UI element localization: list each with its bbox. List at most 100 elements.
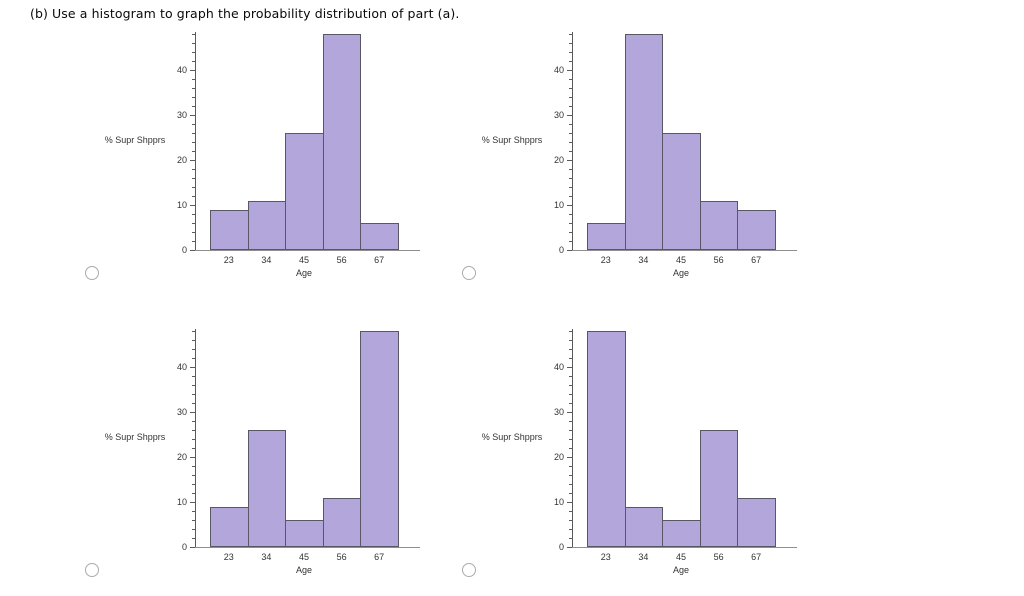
y-minor-tick xyxy=(569,96,572,98)
x-axis-label: Age xyxy=(295,268,312,278)
bar xyxy=(322,34,362,250)
y-minor-tick xyxy=(569,447,572,449)
y-minor-tick xyxy=(192,393,195,395)
y-tick xyxy=(190,114,195,116)
bar xyxy=(360,223,399,250)
y-minor-tick xyxy=(569,132,572,134)
bar xyxy=(285,520,324,547)
y-tick-label: 20 xyxy=(553,155,564,165)
bar xyxy=(587,331,626,547)
y-minor-tick xyxy=(192,132,195,134)
y-minor-tick xyxy=(569,519,572,521)
y-tick-label: 0 xyxy=(558,245,564,255)
y-minor-tick xyxy=(569,186,572,188)
y-tick-label: 10 xyxy=(176,497,187,507)
y-minor-tick xyxy=(569,177,572,179)
y-minor-tick xyxy=(569,105,572,107)
y-minor-tick xyxy=(192,465,195,467)
y-minor-tick xyxy=(569,483,572,485)
y-tick-label: 20 xyxy=(176,452,187,462)
x-tick-label: 56 xyxy=(336,552,347,562)
x-tick-label: 67 xyxy=(374,255,385,265)
answer-radio-4[interactable] xyxy=(462,563,476,577)
y-minor-tick xyxy=(569,240,572,242)
x-tick-label: 67 xyxy=(751,255,762,265)
y-minor-tick xyxy=(569,402,572,404)
y-minor-tick xyxy=(192,420,195,422)
y-minor-tick xyxy=(569,123,572,125)
bar xyxy=(210,209,249,250)
y-minor-tick xyxy=(569,60,572,62)
bar xyxy=(322,497,362,547)
x-axis xyxy=(193,547,420,548)
y-minor-tick xyxy=(192,474,195,476)
y-minor-tick xyxy=(192,240,195,242)
answer-radio-3[interactable] xyxy=(85,563,99,577)
y-tick xyxy=(567,159,572,161)
x-tick-label: 45 xyxy=(298,255,309,265)
y-tick xyxy=(190,159,195,161)
y-minor-tick xyxy=(192,60,195,62)
y-minor-tick xyxy=(192,213,195,215)
y-minor-tick xyxy=(192,348,195,350)
y-tick-label: 20 xyxy=(553,452,564,462)
x-tick-label: 34 xyxy=(638,552,649,562)
x-tick-label: 67 xyxy=(374,552,385,562)
bar xyxy=(210,506,249,547)
y-minor-tick xyxy=(192,87,195,89)
y-tick xyxy=(190,204,195,206)
y-tick-label: 30 xyxy=(176,110,187,120)
y-minor-tick xyxy=(192,186,195,188)
y-minor-tick xyxy=(192,492,195,494)
y-minor-tick xyxy=(192,177,195,179)
y-minor-tick xyxy=(569,231,572,233)
x-axis xyxy=(570,547,797,548)
y-axis-label: % Supr Shpprs xyxy=(104,432,166,442)
x-tick-label: 23 xyxy=(600,552,611,562)
x-tick-label: 56 xyxy=(713,552,724,562)
y-tick xyxy=(567,114,572,116)
x-tick-label: 34 xyxy=(261,552,272,562)
bar xyxy=(662,133,701,250)
y-minor-tick xyxy=(192,42,195,44)
y-tick-label: 40 xyxy=(176,362,187,372)
answer-radio-2[interactable] xyxy=(462,266,476,280)
y-tick xyxy=(567,249,572,251)
x-tick-label: 34 xyxy=(261,255,272,265)
y-minor-tick xyxy=(569,537,572,539)
answer-radio-1[interactable] xyxy=(85,266,99,280)
x-axis-label: Age xyxy=(672,268,689,278)
y-minor-tick xyxy=(569,348,572,350)
bar xyxy=(247,430,287,547)
x-axis-label: Age xyxy=(295,565,312,575)
y-minor-tick xyxy=(569,42,572,44)
y-minor-tick xyxy=(569,474,572,476)
y-minor-tick xyxy=(569,150,572,152)
y-minor-tick xyxy=(569,438,572,440)
y-tick xyxy=(567,411,572,413)
y-minor-tick xyxy=(569,213,572,215)
y-tick-label: 40 xyxy=(553,65,564,75)
y-minor-tick xyxy=(192,141,195,143)
x-axis xyxy=(570,250,797,251)
y-tick-label: 10 xyxy=(553,497,564,507)
y-minor-tick xyxy=(569,51,572,53)
y-minor-tick xyxy=(569,429,572,431)
y-minor-tick xyxy=(192,510,195,512)
y-minor-tick xyxy=(569,195,572,197)
y-minor-tick xyxy=(569,375,572,377)
x-axis xyxy=(193,250,420,251)
bar xyxy=(624,34,664,250)
x-tick-label: 56 xyxy=(713,255,724,265)
y-minor-tick xyxy=(192,447,195,449)
x-tick-label: 45 xyxy=(298,552,309,562)
y-tick-label: 40 xyxy=(176,65,187,75)
y-minor-tick xyxy=(192,105,195,107)
y-tick-label: 0 xyxy=(181,245,187,255)
y-axis-label: % Supr Shpprs xyxy=(481,432,543,442)
y-tick xyxy=(190,249,195,251)
y-tick-label: 30 xyxy=(553,110,564,120)
y-minor-tick xyxy=(569,222,572,224)
y-tick xyxy=(190,501,195,503)
y-minor-tick xyxy=(192,357,195,359)
